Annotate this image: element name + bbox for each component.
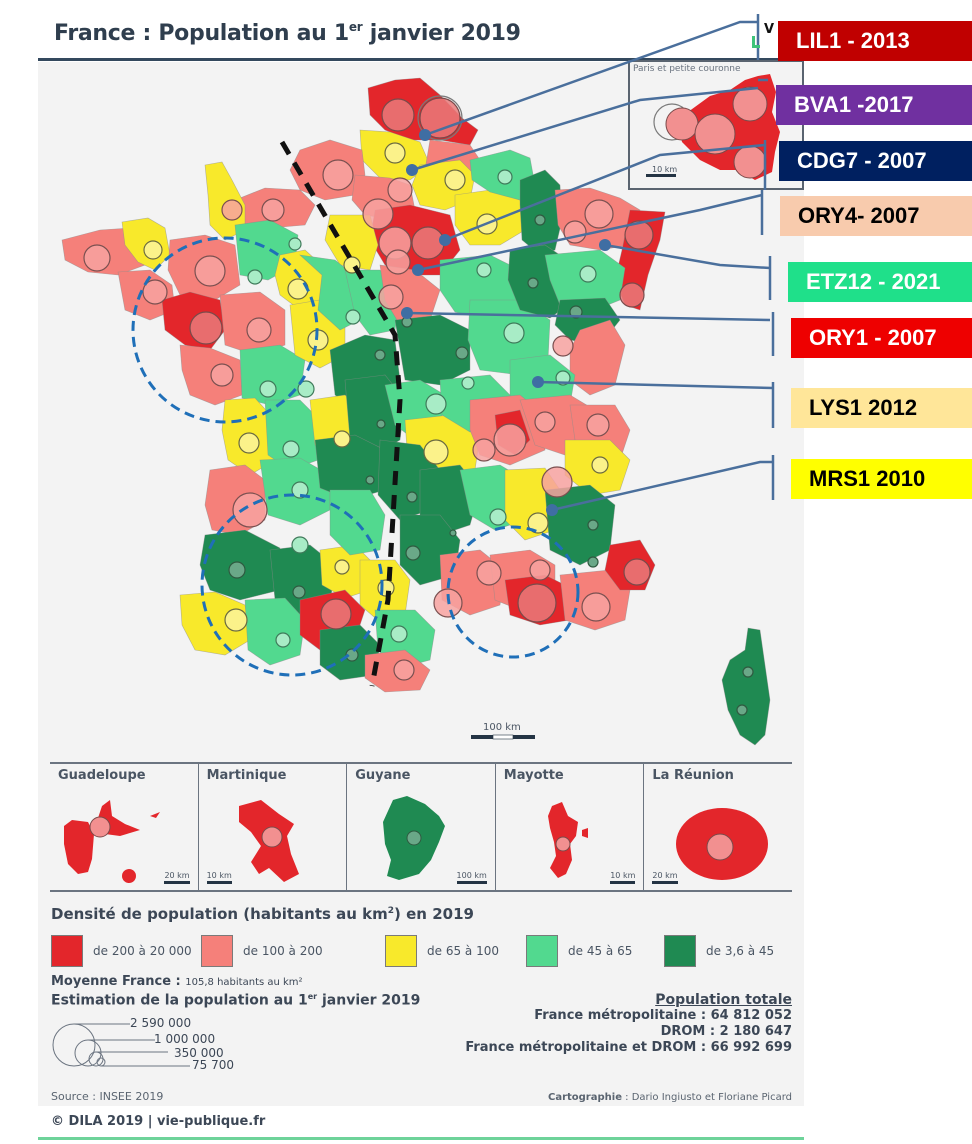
drom-name: Martinique <box>206 768 287 783</box>
drom-scale: 100 km <box>456 871 487 884</box>
population-totals: Population totale France métropolitaine … <box>465 992 792 1056</box>
guadeloupe-map <box>64 800 160 883</box>
bubble-legend-circles <box>52 1023 190 1067</box>
callout-lil1: LIL1 - 2013 <box>778 21 972 61</box>
france-map: .dr{fill:#e3262b}.sa{fill:#f5807a}.ye{fi… <box>61 77 771 746</box>
footer-bar <box>38 1106 804 1137</box>
density-legend: de 200 à 20 000 de 100 à 200 de 65 à 100… <box>51 935 801 969</box>
source-credit: Source : INSEE 2019 <box>51 1090 164 1103</box>
paris-inset-map: 10 km <box>646 74 780 180</box>
guyane-map <box>383 796 446 880</box>
drom-name: Mayotte <box>503 768 564 783</box>
bubble-value: 2 590 000 <box>130 1016 192 1030</box>
callout-bva1: BVA1 -2017 <box>776 85 972 125</box>
totals-total: France métropolitaine et DROM : 66 992 6… <box>465 1040 792 1055</box>
drom-guadeloupe: Guadeloupe 20 km <box>50 764 199 890</box>
legend-swatch <box>664 935 696 967</box>
page-title: France : Population au 1er janvier 2019 <box>54 20 521 46</box>
legend-item: de 100 à 200 <box>201 935 323 967</box>
svg-text:10 km: 10 km <box>652 165 677 174</box>
drom-reunion: La Réunion 20 km <box>644 764 792 890</box>
drom-name: La Réunion <box>652 768 734 783</box>
callout-etz12: ETZ12 - 2021 <box>788 262 972 302</box>
totals-drom: DROM : 2 180 647 <box>660 1024 792 1039</box>
legend-swatch <box>526 935 558 967</box>
svg-text:100 km: 100 km <box>483 722 521 733</box>
moyenne-france: Moyenne France : 105,8 habitants au km² <box>51 974 303 989</box>
legend-label: de 45 à 65 <box>568 944 633 958</box>
legend-label: de 200 à 20 000 <box>93 944 192 958</box>
vie-publique-logo-icon <box>752 30 760 50</box>
bubble-value: 350 000 <box>174 1046 224 1060</box>
paris-inset: Paris et petite couronne 10 km <box>628 60 804 190</box>
callout-mrs1: MRS1 2010 <box>791 459 972 499</box>
legend-swatch <box>201 935 233 967</box>
drom-scale: 20 km <box>164 871 190 884</box>
martinique-map <box>238 800 299 882</box>
title-rule <box>38 58 804 61</box>
totals-metropole: France métropolitaine : 64 812 052 <box>534 1008 792 1023</box>
legend-label: de 3,6 à 45 <box>706 944 775 958</box>
legend-item: de 3,6 à 45 <box>664 935 774 967</box>
legend-item: de 200 à 20 000 <box>51 935 192 967</box>
bubble-value: 1 000 000 <box>154 1032 216 1046</box>
callout-lys1: LYS1 2012 <box>791 388 972 428</box>
drom-name: Guyane <box>355 768 411 783</box>
callout-connectors <box>401 14 775 516</box>
legend-label: de 100 à 200 <box>243 944 323 958</box>
reunion-map <box>676 808 769 880</box>
drom-insets: Guadeloupe 20 km Martinique 10 km Guyane… <box>50 762 792 892</box>
legend-item: de 65 à 100 <box>385 935 499 967</box>
cartography-credit: Cartographie : Dario Ingiusto et Florian… <box>547 1092 792 1103</box>
drom-name: Guadeloupe <box>58 768 146 783</box>
estimation-title: Estimation de la population au 1er janvi… <box>51 992 421 1009</box>
legend-swatch <box>51 935 83 967</box>
drom-guyane: Guyane 100 km <box>347 764 496 890</box>
drom-scale: 10 km <box>206 871 232 884</box>
logo-letter: V <box>764 22 775 37</box>
legend-title: Densité de population (habitants au km2)… <box>51 905 474 923</box>
callout-ory4: ORY4- 2007 <box>780 196 972 236</box>
footer-rule <box>38 1137 804 1140</box>
callout-ory1: ORY1 - 2007 <box>791 318 972 358</box>
drom-martinique: Martinique 10 km <box>199 764 348 890</box>
drom-scale: 20 km <box>652 871 678 884</box>
paris-inset-label: Paris et petite couronne <box>633 64 741 74</box>
callout-cdg7: CDG7 - 2007 <box>779 141 972 181</box>
bubble-value: 75 700 <box>192 1058 234 1072</box>
drom-mayotte: Mayotte 10 km <box>496 764 645 890</box>
footer-copyright: © DILA 2019 | vie-publique.fr <box>51 1114 266 1129</box>
legend-item: de 45 à 65 <box>526 935 632 967</box>
mayotte-map <box>547 802 588 878</box>
legend-swatch <box>385 935 417 967</box>
legend-label: de 65 à 100 <box>427 944 499 958</box>
drom-scale: 10 km <box>610 871 636 884</box>
totals-heading: Population totale <box>655 992 792 1008</box>
title-bar: France : Population au 1er janvier 2019 <box>38 0 804 62</box>
